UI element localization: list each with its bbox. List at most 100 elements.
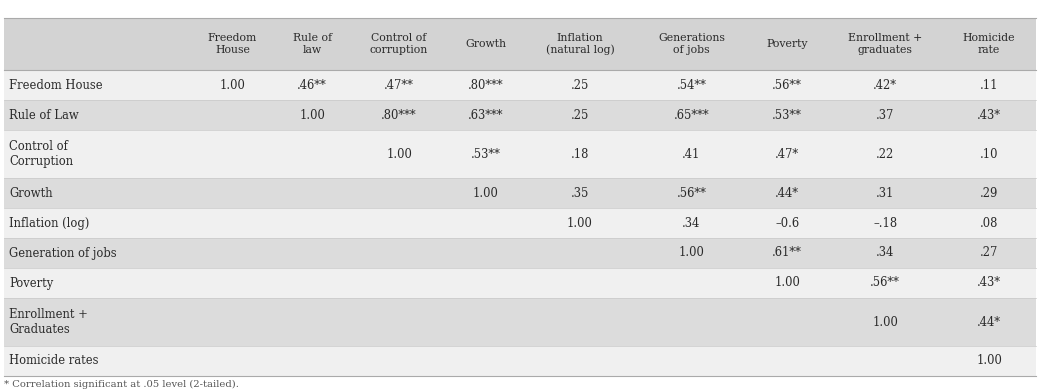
Bar <box>4 100 189 130</box>
Text: .80***: .80*** <box>468 78 503 91</box>
Text: .31: .31 <box>876 187 894 200</box>
Text: 1.00: 1.00 <box>774 276 800 290</box>
Text: Poverty: Poverty <box>766 39 808 49</box>
Bar <box>276 178 349 208</box>
Bar <box>636 18 746 70</box>
Bar <box>523 70 636 100</box>
Text: Poverty: Poverty <box>9 276 53 290</box>
Text: .44*: .44* <box>775 187 799 200</box>
Text: .11: .11 <box>980 78 998 91</box>
Bar <box>523 178 636 208</box>
Text: 1.00: 1.00 <box>567 216 593 229</box>
Bar <box>746 268 828 298</box>
Bar <box>189 238 276 268</box>
Bar <box>746 70 828 100</box>
Bar <box>828 70 942 100</box>
Bar <box>828 178 942 208</box>
Text: Generation of jobs: Generation of jobs <box>9 247 116 260</box>
Text: * Correlation significant at .05 level (2-tailed).: * Correlation significant at .05 level (… <box>4 380 239 389</box>
Bar <box>636 70 746 100</box>
Bar <box>523 298 636 346</box>
Text: .65***: .65*** <box>674 109 709 122</box>
Bar <box>828 100 942 130</box>
Bar <box>523 18 636 70</box>
Text: .44*: .44* <box>977 316 1002 328</box>
Bar <box>189 298 276 346</box>
Text: Growth: Growth <box>466 39 506 49</box>
Bar <box>523 130 636 178</box>
Text: .80***: .80*** <box>382 109 417 122</box>
Bar <box>523 238 636 268</box>
Text: Enrollment +
graduates: Enrollment + graduates <box>848 33 922 55</box>
Bar <box>276 238 349 268</box>
Bar <box>189 18 276 70</box>
Text: .46**: .46** <box>297 78 327 91</box>
Text: Inflation
(natural log): Inflation (natural log) <box>546 33 615 55</box>
Bar <box>449 208 523 238</box>
Bar <box>4 208 189 238</box>
Text: Homicide rates: Homicide rates <box>9 354 99 368</box>
Bar <box>4 130 189 178</box>
Bar <box>189 178 276 208</box>
Bar <box>636 130 746 178</box>
Bar <box>942 130 1036 178</box>
Bar <box>746 238 828 268</box>
Bar <box>449 70 523 100</box>
Bar <box>746 18 828 70</box>
Bar <box>636 178 746 208</box>
Bar <box>189 346 276 376</box>
Bar <box>276 70 349 100</box>
Bar <box>449 298 523 346</box>
Text: Inflation (log): Inflation (log) <box>9 216 89 229</box>
Text: .63***: .63*** <box>468 109 503 122</box>
Bar <box>942 100 1036 130</box>
Bar <box>449 268 523 298</box>
Text: .41: .41 <box>682 147 701 160</box>
Text: .27: .27 <box>980 247 998 260</box>
Text: Freedom House: Freedom House <box>9 78 103 91</box>
Bar <box>276 130 349 178</box>
Text: Homicide
rate: Homicide rate <box>963 33 1015 55</box>
Bar <box>349 70 449 100</box>
Text: Growth: Growth <box>9 187 53 200</box>
Bar <box>636 208 746 238</box>
Bar <box>449 130 523 178</box>
Bar <box>828 18 942 70</box>
Text: Freedom
House: Freedom House <box>208 33 257 55</box>
Bar <box>828 268 942 298</box>
Text: .22: .22 <box>876 147 894 160</box>
Bar <box>4 238 189 268</box>
Bar <box>636 238 746 268</box>
Bar <box>276 100 349 130</box>
Bar <box>276 208 349 238</box>
Text: –.18: –.18 <box>873 216 898 229</box>
Bar <box>276 268 349 298</box>
Bar <box>4 70 189 100</box>
Bar <box>746 208 828 238</box>
Bar <box>942 238 1036 268</box>
Bar <box>636 298 746 346</box>
Bar <box>523 208 636 238</box>
Text: .54**: .54** <box>676 78 706 91</box>
Text: 1.00: 1.00 <box>678 247 704 260</box>
Bar <box>189 130 276 178</box>
Text: Rule of Law: Rule of Law <box>9 109 79 122</box>
Bar <box>349 130 449 178</box>
Text: .35: .35 <box>571 187 589 200</box>
Bar <box>349 100 449 130</box>
Text: .61**: .61** <box>772 247 802 260</box>
Text: 1.00: 1.00 <box>386 147 412 160</box>
Text: .43*: .43* <box>977 109 1002 122</box>
Text: .29: .29 <box>980 187 998 200</box>
Bar <box>189 208 276 238</box>
Text: 1.00: 1.00 <box>473 187 499 200</box>
Text: .18: .18 <box>571 147 589 160</box>
Text: .56**: .56** <box>870 276 900 290</box>
Text: 1.00: 1.00 <box>219 78 245 91</box>
Bar <box>942 178 1036 208</box>
Bar <box>349 178 449 208</box>
Text: .34: .34 <box>876 247 894 260</box>
Bar <box>942 268 1036 298</box>
Bar <box>349 268 449 298</box>
Bar <box>523 100 636 130</box>
